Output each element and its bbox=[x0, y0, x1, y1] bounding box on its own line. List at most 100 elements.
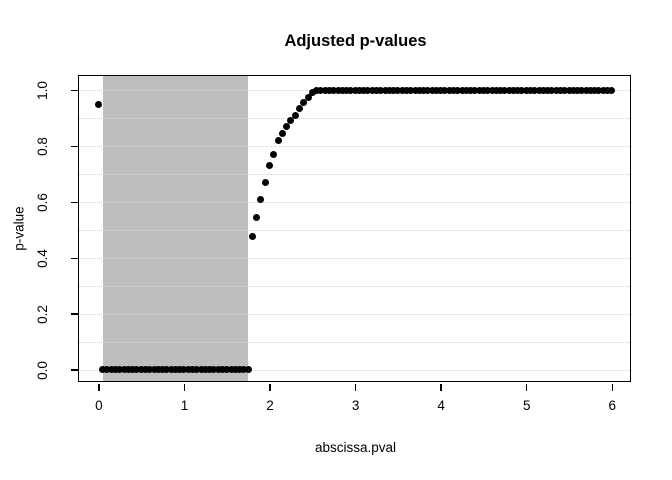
data-point bbox=[373, 86, 380, 94]
data-point bbox=[278, 129, 286, 137]
data-point bbox=[565, 86, 573, 94]
data-point bbox=[428, 86, 436, 94]
data-point bbox=[578, 86, 586, 94]
data-point bbox=[535, 86, 543, 94]
data-point bbox=[176, 366, 184, 374]
data-point bbox=[471, 86, 479, 94]
data-point bbox=[112, 366, 120, 374]
data-point bbox=[450, 86, 457, 94]
data-point bbox=[441, 86, 449, 94]
data-point bbox=[321, 86, 329, 94]
data-point bbox=[248, 233, 256, 241]
data-point bbox=[231, 366, 239, 374]
data-point bbox=[206, 366, 214, 374]
highlight-region-rect bbox=[102, 75, 249, 381]
data-point bbox=[398, 86, 406, 94]
y-tick-label: 0.4 bbox=[27, 243, 57, 273]
gridline bbox=[78, 285, 630, 287]
data-point bbox=[124, 366, 132, 374]
data-point bbox=[527, 86, 534, 94]
data-point bbox=[214, 366, 222, 374]
data-point bbox=[364, 86, 372, 94]
data-point bbox=[223, 366, 231, 374]
data-point bbox=[197, 366, 205, 374]
data-point bbox=[270, 150, 278, 158]
data-point bbox=[394, 86, 402, 94]
data-point bbox=[561, 86, 569, 94]
x-tick bbox=[611, 384, 614, 391]
x-tick bbox=[183, 384, 186, 391]
x-axis-label: abscissa.pval bbox=[314, 440, 397, 455]
x-tick-label: 0 bbox=[95, 398, 103, 413]
x-tick bbox=[269, 384, 271, 391]
data-point bbox=[552, 86, 560, 94]
data-point bbox=[488, 86, 496, 94]
data-point bbox=[163, 366, 171, 374]
x-tick bbox=[440, 384, 442, 391]
data-point bbox=[171, 366, 179, 374]
data-point bbox=[531, 86, 539, 94]
data-point bbox=[402, 86, 410, 94]
plot-area bbox=[77, 74, 631, 382]
data-point bbox=[244, 366, 252, 374]
data-point bbox=[150, 366, 158, 374]
data-point bbox=[313, 86, 321, 94]
y-tick-label-text: 1.0 bbox=[34, 81, 50, 100]
data-point bbox=[411, 86, 419, 94]
data-point bbox=[548, 86, 556, 94]
data-point bbox=[574, 86, 582, 94]
data-point bbox=[385, 86, 393, 94]
data-point bbox=[432, 86, 440, 94]
y-tick-label: 0.0 bbox=[27, 355, 57, 385]
data-point bbox=[484, 86, 492, 94]
y-axis-label: p-value bbox=[8, 76, 30, 381]
x-tick bbox=[525, 384, 528, 391]
data-point bbox=[137, 366, 145, 374]
data-point bbox=[300, 99, 308, 107]
data-point bbox=[591, 86, 599, 94]
gridline bbox=[78, 201, 630, 203]
data-point bbox=[343, 86, 351, 94]
data-point bbox=[445, 86, 453, 94]
gridline bbox=[78, 173, 630, 175]
data-point bbox=[266, 162, 274, 170]
y-tick-label: 1.0 bbox=[27, 76, 57, 106]
data-point bbox=[141, 366, 149, 374]
y-tick bbox=[71, 201, 78, 204]
x-tick-label: 5 bbox=[522, 398, 531, 413]
data-point bbox=[360, 86, 368, 94]
data-point bbox=[479, 86, 487, 94]
data-point bbox=[497, 86, 505, 94]
data-point bbox=[377, 86, 385, 94]
data-point bbox=[103, 366, 111, 374]
y-tick-label-text: 0.4 bbox=[34, 248, 50, 268]
data-point bbox=[522, 86, 530, 94]
data-point bbox=[257, 195, 265, 203]
gridline bbox=[78, 117, 630, 119]
data-point bbox=[116, 366, 124, 374]
y-tick-label: 0.6 bbox=[27, 187, 57, 217]
y-tick bbox=[71, 313, 78, 315]
data-point bbox=[201, 366, 209, 374]
y-tick-label-text: 0.0 bbox=[34, 360, 50, 380]
y-tick bbox=[71, 369, 78, 371]
data-point bbox=[210, 366, 218, 374]
data-point bbox=[539, 86, 547, 94]
y-tick bbox=[71, 257, 78, 260]
data-point bbox=[608, 86, 616, 94]
data-point bbox=[283, 122, 291, 130]
y-tick-label: 0.8 bbox=[27, 131, 57, 161]
data-point bbox=[154, 366, 162, 374]
data-point bbox=[253, 213, 261, 221]
data-point bbox=[304, 93, 312, 101]
data-point bbox=[180, 366, 188, 374]
x-tick-label: 6 bbox=[608, 398, 617, 413]
data-point bbox=[595, 86, 603, 94]
data-point bbox=[236, 366, 244, 374]
data-point bbox=[334, 86, 342, 94]
data-point bbox=[133, 366, 141, 374]
data-point bbox=[501, 86, 509, 94]
y-tick-label: 0.2 bbox=[27, 299, 57, 329]
data-point bbox=[308, 89, 316, 97]
